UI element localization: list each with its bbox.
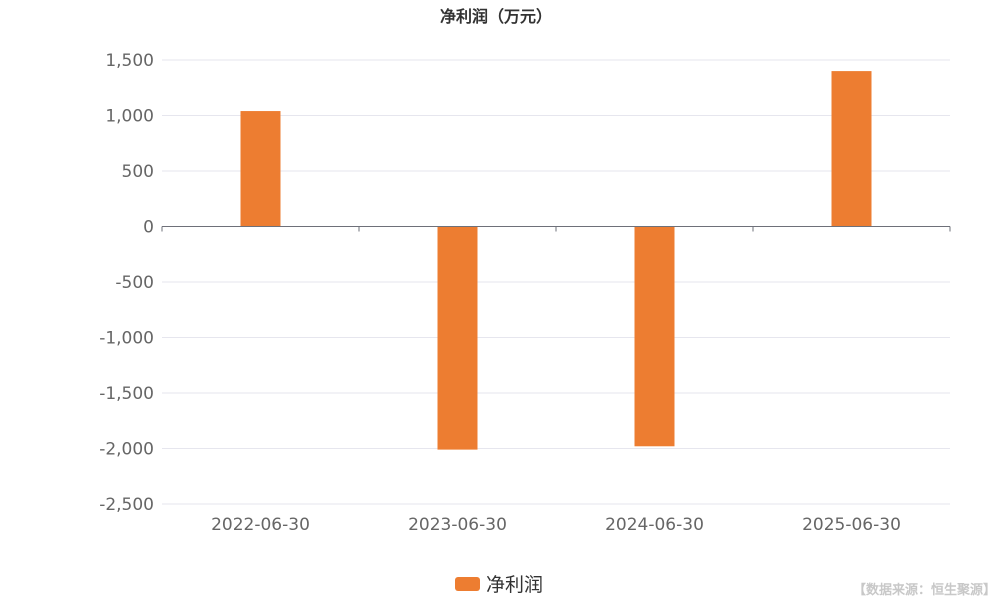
y-tick-label: -500 (115, 273, 154, 293)
legend-swatch (455, 577, 480, 591)
bar[interactable] (437, 226, 478, 450)
y-tick-label: -1,000 (99, 329, 154, 349)
x-tick-label: 2023-06-30 (408, 515, 507, 535)
y-tick-label: -2,000 (99, 440, 154, 460)
x-tick-label: 2024-06-30 (605, 515, 704, 535)
bar[interactable] (831, 71, 872, 227)
chart-title: 净利润（万元） (440, 7, 552, 26)
axis-layer: 1,500 1,000 500 0 -500 -1,000 -1,500 -2,000 -2,5… (99, 51, 951, 535)
bar[interactable] (240, 111, 281, 227)
x-tick-label: 2025-06-30 (802, 515, 901, 535)
legend[interactable]: 净利润 (455, 574, 543, 596)
y-tick-label: 500 (122, 162, 154, 182)
bars-layer (240, 71, 872, 450)
legend-label: 净利润 (486, 574, 543, 596)
y-tick-label: 1,000 (105, 107, 154, 127)
grid-layer (162, 59, 950, 505)
source-note: 【数据来源：恒生聚源】 (853, 582, 996, 598)
y-tick-label: 0 (143, 218, 154, 238)
y-tick-label: 1,500 (105, 51, 154, 71)
bar[interactable] (634, 226, 675, 447)
y-tick-label: -2,500 (99, 495, 154, 515)
y-tick-label: -1,500 (99, 384, 154, 404)
x-tick-label: 2022-06-30 (211, 515, 310, 535)
